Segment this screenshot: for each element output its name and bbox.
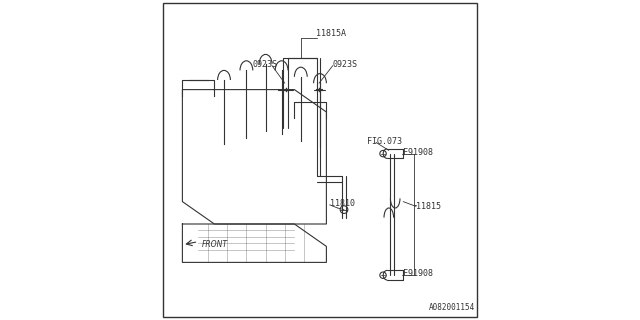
Text: 11815: 11815: [416, 202, 441, 211]
Text: 11815A: 11815A: [316, 29, 346, 38]
Text: A082001154: A082001154: [429, 303, 475, 312]
Text: F91908: F91908: [403, 269, 433, 278]
Text: FRONT: FRONT: [202, 240, 228, 249]
Text: F91908: F91908: [403, 148, 433, 156]
Text: 0923S: 0923S: [332, 60, 357, 68]
Text: 0923S: 0923S: [253, 60, 278, 68]
Text: 11810: 11810: [330, 199, 355, 208]
Text: FIG.073: FIG.073: [367, 137, 403, 146]
